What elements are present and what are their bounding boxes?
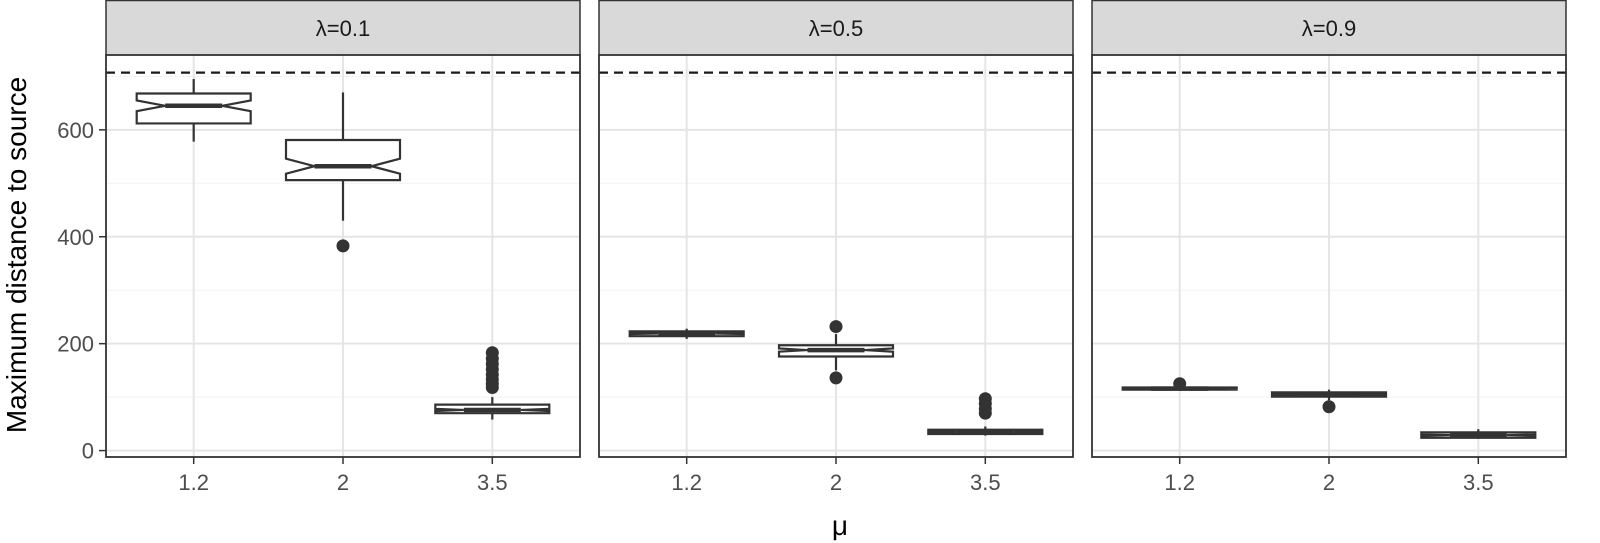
box-body <box>135 92 252 125</box>
outlier-point <box>829 320 843 334</box>
facet-panel: λ=0.9 1.2 2 3.5 <box>1091 0 1567 495</box>
boxplot-3.5 <box>434 346 551 420</box>
facet-strip <box>105 0 581 57</box>
y-tick-label: 0 <box>82 439 94 464</box>
outlier-point <box>485 346 499 360</box>
facet-strip-label: λ=0.9 <box>1302 16 1356 41</box>
outlier-point <box>1173 377 1187 391</box>
facet-strip-label: λ=0.1 <box>316 16 370 41</box>
facet-strip <box>1091 0 1567 57</box>
boxplot-1.2 <box>628 328 745 339</box>
x-axis-title: μ <box>832 510 848 541</box>
boxplot-3.5 <box>927 392 1044 436</box>
box-body <box>284 138 402 182</box>
x-tick-label: 3.5 <box>1463 470 1494 495</box>
y-axis-title: Maximum distance to source <box>1 77 32 433</box>
boxplot-2 <box>284 92 402 253</box>
y-axis: 0 200 400 600 <box>57 118 106 464</box>
boxplot-1.2 <box>135 79 252 142</box>
y-tick-label: 400 <box>57 225 94 250</box>
facet-strip-label: λ=0.5 <box>809 16 863 41</box>
facet-panel: λ=0.5 1.2 2 3.5 <box>598 0 1074 495</box>
facet-panel: λ=0.1 1.2 2 3.5 <box>105 0 581 495</box>
boxplot-2 <box>1270 389 1388 414</box>
outlier-point <box>978 392 992 406</box>
x-tick-label: 1.2 <box>1164 470 1195 495</box>
x-tick-label: 3.5 <box>970 470 1001 495</box>
x-tick-label: 2 <box>1323 470 1335 495</box>
y-tick-label: 600 <box>57 118 94 143</box>
x-tick-label: 2 <box>830 470 842 495</box>
x-tick-label: 1.2 <box>671 470 702 495</box>
outlier-point <box>1322 400 1336 414</box>
facet-panels: λ=0.1 1.2 2 3.5 λ=0.5 1.2 2 3.5 λ=0.9 1.2 2 3.5 <box>105 0 1567 495</box>
y-tick-label: 200 <box>57 332 94 357</box>
outlier-point <box>829 371 843 385</box>
x-tick-label: 2 <box>337 470 349 495</box>
outlier-point <box>336 239 350 253</box>
boxplot-1.2 <box>1121 377 1238 391</box>
boxplot-3.5 <box>1420 429 1537 439</box>
boxplot-2 <box>777 320 895 385</box>
facet-strip <box>598 0 1074 57</box>
x-tick-label: 3.5 <box>477 470 508 495</box>
x-tick-label: 1.2 <box>178 470 209 495</box>
